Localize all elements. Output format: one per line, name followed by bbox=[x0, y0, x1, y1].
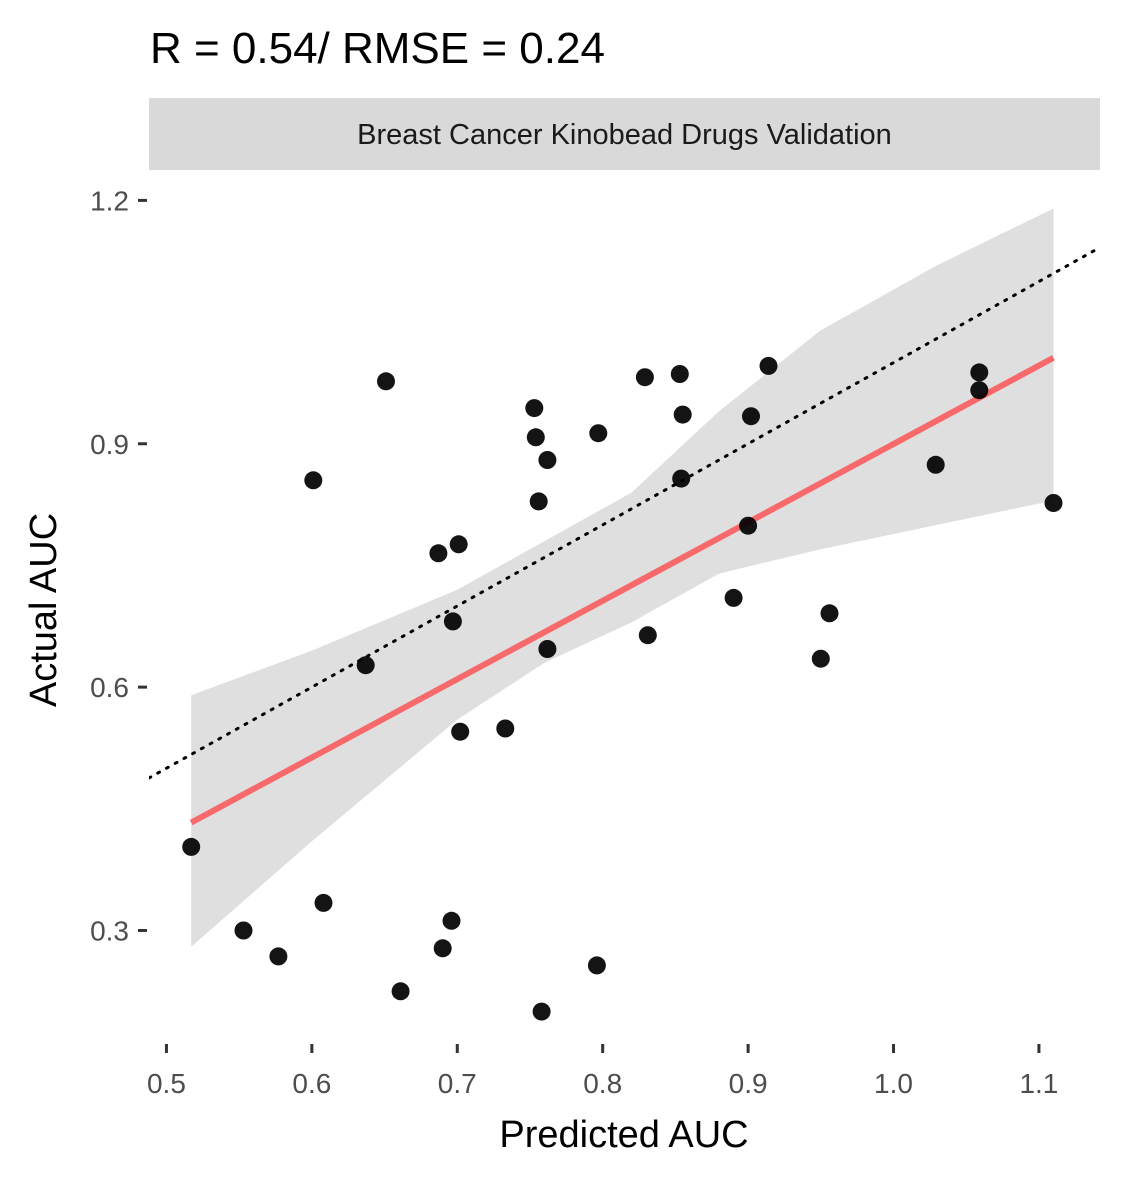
data-point bbox=[589, 424, 608, 443]
data-point bbox=[451, 722, 470, 741]
data-point bbox=[269, 947, 288, 966]
y-axis-title: Actual AUC bbox=[23, 513, 65, 707]
data-point bbox=[496, 719, 515, 738]
data-point bbox=[1044, 494, 1063, 512]
data-point bbox=[538, 451, 557, 469]
y-tick-label: 0.6 bbox=[90, 672, 129, 703]
data-point bbox=[970, 381, 989, 400]
data-point bbox=[532, 1002, 551, 1021]
data-point bbox=[182, 837, 201, 856]
facet-label: Breast Cancer Kinobead Drugs Validation bbox=[357, 119, 892, 151]
data-point bbox=[433, 939, 452, 958]
identity-line bbox=[149, 245, 1100, 780]
data-point bbox=[672, 469, 691, 488]
data-point bbox=[538, 640, 557, 658]
data-point bbox=[526, 428, 545, 447]
data-point bbox=[811, 649, 830, 668]
data-point bbox=[356, 656, 375, 675]
data-point bbox=[391, 982, 410, 1001]
data-point bbox=[970, 363, 989, 382]
data-point bbox=[820, 604, 839, 623]
facet-strip bbox=[149, 98, 1100, 170]
data-point bbox=[442, 911, 461, 930]
x-tick-label: 1.0 bbox=[874, 1068, 913, 1099]
data-point bbox=[429, 544, 448, 563]
data-point bbox=[525, 399, 544, 418]
y-tick-label: 1.2 bbox=[90, 185, 129, 216]
y-tick-label: 0.3 bbox=[90, 915, 129, 946]
data-point bbox=[673, 405, 692, 424]
data-point bbox=[234, 921, 253, 940]
data-point bbox=[304, 471, 323, 490]
data-point bbox=[529, 492, 548, 511]
plot-area bbox=[149, 208, 1100, 1021]
data-point bbox=[742, 407, 760, 426]
data-point bbox=[635, 368, 654, 387]
data-point bbox=[926, 455, 945, 474]
data-point bbox=[587, 956, 606, 975]
data-point bbox=[314, 893, 333, 912]
data-point bbox=[443, 612, 462, 631]
confidence-band bbox=[191, 208, 1054, 947]
chart-title: R = 0.54/ RMSE = 0.24 bbox=[150, 24, 605, 73]
data-point bbox=[739, 516, 758, 535]
data-point bbox=[638, 626, 657, 645]
data-point bbox=[670, 365, 689, 383]
x-tick-label: 0.9 bbox=[729, 1068, 768, 1099]
axes: 0.5 0.6 0.7 0.8 0.9 1.0 1.1 0.3 0.6 0.9 1.2 bbox=[90, 185, 1058, 1099]
data-point bbox=[377, 372, 395, 391]
x-axis-title: Predicted AUC bbox=[499, 1114, 748, 1156]
data-point bbox=[449, 535, 468, 554]
data-point bbox=[759, 356, 778, 375]
x-tick-label: 0.6 bbox=[292, 1068, 331, 1099]
regression-line bbox=[189, 355, 1055, 826]
x-tick-label: 0.5 bbox=[147, 1068, 186, 1099]
x-tick-label: 1.1 bbox=[1019, 1068, 1058, 1099]
x-tick-label: 0.8 bbox=[583, 1068, 622, 1099]
y-tick-label: 0.9 bbox=[90, 429, 129, 460]
x-tick-label: 0.7 bbox=[438, 1068, 477, 1099]
data-point bbox=[724, 588, 743, 607]
